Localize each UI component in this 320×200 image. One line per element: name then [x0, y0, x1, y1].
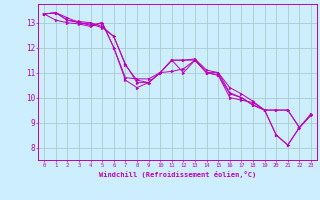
- X-axis label: Windchill (Refroidissement éolien,°C): Windchill (Refroidissement éolien,°C): [99, 171, 256, 178]
